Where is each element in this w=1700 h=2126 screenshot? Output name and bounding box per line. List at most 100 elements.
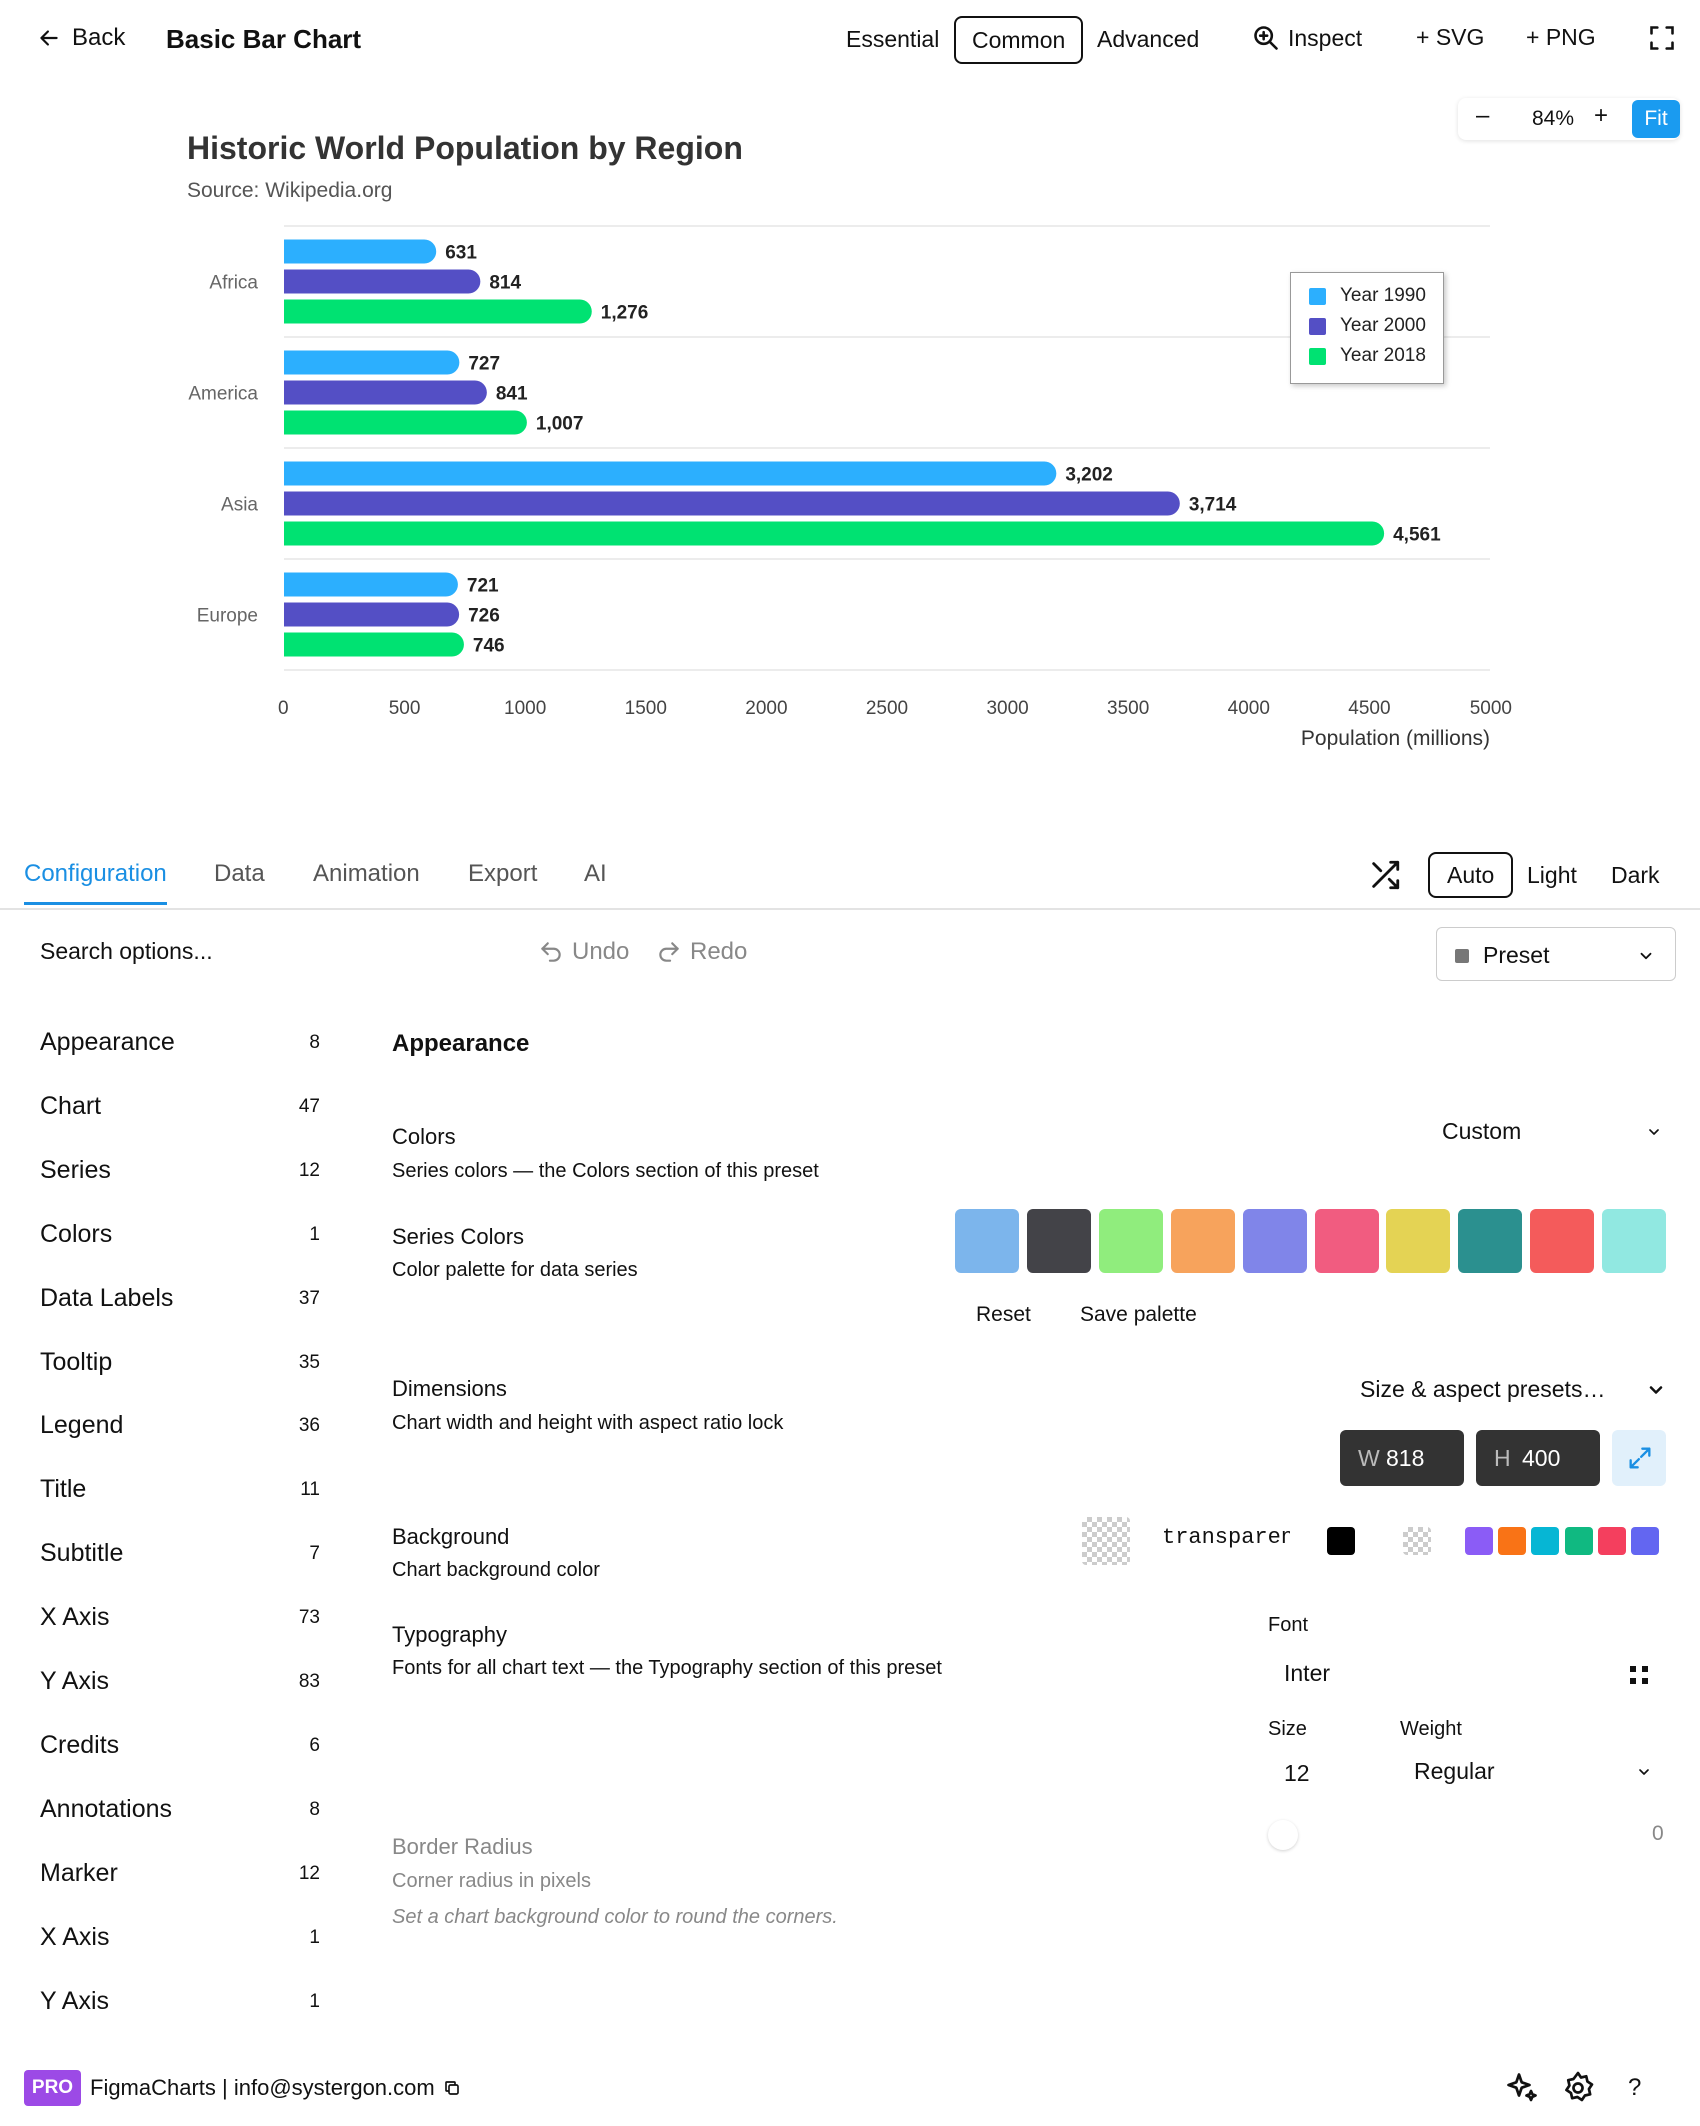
sidebar-item[interactable]: Subtitle 7 <box>40 1539 322 1579</box>
sidebar-item[interactable]: Appearance 8 <box>40 1028 322 1068</box>
sidebar-item[interactable]: Title 11 <box>40 1475 322 1515</box>
palette-swatch[interactable] <box>1026 1209 1091 1273</box>
copy-icon[interactable] <box>443 2079 461 2097</box>
sidebar-item[interactable]: Tooltip 35 <box>40 1348 322 1388</box>
font-grid-icon[interactable] <box>1630 1666 1648 1684</box>
font-size-input[interactable]: 12 <box>1284 1760 1310 1786</box>
fit-button[interactable]: Fit <box>1632 100 1680 138</box>
palette-swatch[interactable] <box>1314 1209 1379 1273</box>
tab-ai[interactable]: AI <box>584 860 607 887</box>
palette-swatch[interactable] <box>1242 1209 1307 1273</box>
palette-swatch[interactable] <box>1170 1209 1235 1273</box>
top-bar: Back Basic Bar Chart Essential Common Ad… <box>0 0 1700 78</box>
sidebar-item-count: 83 <box>298 1671 320 1692</box>
palette-swatch[interactable] <box>1386 1209 1451 1273</box>
background-quick-swatch[interactable] <box>1597 1527 1626 1555</box>
sidebar-item[interactable]: Marker 12 <box>40 1859 322 1899</box>
help-button[interactable]: ? <box>1628 2074 1642 2101</box>
sidebar-item-count: 8 <box>309 1032 320 1053</box>
tab-animation[interactable]: Animation <box>313 860 420 887</box>
background-quick-swatch[interactable] <box>1631 1527 1659 1555</box>
sidebar-item[interactable]: Y Axis 1 <box>40 1987 322 2027</box>
bar <box>284 350 460 375</box>
background-quick-swatch[interactable] <box>1564 1527 1593 1555</box>
theme-auto-button[interactable]: Auto <box>1428 852 1514 898</box>
reset-palette-button[interactable]: Reset <box>976 1303 1031 1326</box>
background-black-swatch[interactable] <box>1327 1527 1355 1555</box>
tab-data[interactable]: Data <box>214 860 265 887</box>
background-color-picker[interactable] <box>1082 1517 1130 1565</box>
bar-base <box>284 350 296 375</box>
export-svg-button[interactable]: + SVG <box>1416 24 1485 50</box>
zoom-in-button[interactable]: + <box>1594 102 1609 129</box>
background-color-input[interactable]: transparent <box>1162 1525 1290 1550</box>
font-select[interactable]: Inter <box>1284 1660 1331 1686</box>
aspect-ratio-lock-button[interactable] <box>1612 1430 1666 1486</box>
font-weight-select[interactable]: Regular <box>1414 1758 1495 1784</box>
background-quick-swatch[interactable] <box>1465 1527 1493 1555</box>
palette-swatch[interactable] <box>1458 1209 1523 1273</box>
tab-configuration[interactable]: Configuration <box>24 860 167 905</box>
bar-base <box>284 380 296 405</box>
redo-button[interactable]: Redo <box>656 938 747 966</box>
sidebar-item[interactable]: X Axis 73 <box>40 1603 322 1643</box>
background-quick-swatch[interactable] <box>1498 1527 1527 1555</box>
legend-item[interactable]: Year 2000 <box>1309 315 1426 337</box>
sidebar-item[interactable]: Colors 1 <box>40 1220 322 1260</box>
theme-dark-button[interactable]: Dark <box>1611 862 1660 888</box>
sidebar-item[interactable]: Legend 36 <box>40 1411 322 1451</box>
legend-item[interactable]: Year 1990 <box>1309 285 1426 307</box>
background-transparent-swatch[interactable] <box>1403 1527 1431 1555</box>
palette-swatch[interactable] <box>1530 1209 1595 1273</box>
x-axis-title: Population (millions) <box>1301 727 1490 750</box>
panel-tabs: Configuration Data Animation Export AI <box>0 852 1700 910</box>
zoom-out-button[interactable]: – <box>1476 102 1490 129</box>
fullscreen-button[interactable] <box>1648 24 1676 52</box>
border-radius-desc: Corner radius in pixels <box>392 1870 591 1892</box>
background-quick-swatch[interactable] <box>1531 1527 1560 1555</box>
size-presets-select[interactable]: Size & aspect presets… <box>1360 1376 1666 1403</box>
mode-advanced-button[interactable]: Advanced <box>1097 26 1200 52</box>
footer-contact[interactable]: FigmaCharts | info@systergon.com <box>90 2075 461 2101</box>
sidebar-item[interactable]: Chart 47 <box>40 1092 322 1132</box>
palette-swatch[interactable] <box>955 1209 1019 1273</box>
gear-icon[interactable] <box>1560 2070 1596 2106</box>
save-palette-button[interactable]: Save palette <box>1080 1303 1197 1326</box>
theme-light-button[interactable]: Light <box>1527 862 1577 888</box>
mode-essential-button[interactable]: Essential <box>846 26 940 52</box>
undo-button[interactable]: Undo <box>538 938 629 966</box>
height-input[interactable]: H 400 <box>1476 1430 1600 1486</box>
search-input[interactable] <box>40 938 460 965</box>
palette-swatch[interactable] <box>1098 1209 1163 1273</box>
fullscreen-icon <box>1650 26 1674 50</box>
sidebar-item-count: 8 <box>309 1798 320 1820</box>
legend-swatch <box>1309 317 1326 335</box>
border-radius-slider[interactable] <box>1268 1820 1298 1850</box>
sidebar-item[interactable]: X Axis 1 <box>40 1923 322 1963</box>
chart-title: Historic World Population by Region <box>187 130 743 166</box>
tab-export[interactable]: Export <box>468 860 538 887</box>
shuffle-icon[interactable] <box>1368 858 1402 892</box>
sidebar-item[interactable]: Y Axis 83 <box>40 1667 322 1707</box>
category-label: Africa <box>209 273 258 294</box>
series-colors-desc: Color palette for data series <box>392 1259 638 1281</box>
palette-swatch[interactable] <box>1602 1209 1667 1273</box>
chevron-down-icon <box>1649 1386 1663 1394</box>
width-input[interactable]: W 818 <box>1340 1430 1464 1486</box>
sidebar-item[interactable]: Data Labels 37 <box>40 1284 322 1324</box>
height-value: 400 <box>1522 1445 1561 1471</box>
sparkles-icon[interactable] <box>1504 2070 1540 2106</box>
sidebar-item-count: 47 <box>298 1095 320 1117</box>
colors-select[interactable]: Custom <box>1442 1118 1662 1145</box>
sidebar-item[interactable]: Series 12 <box>40 1156 322 1196</box>
sidebar-item[interactable]: Credits 6 <box>40 1731 322 1771</box>
sidebar-item[interactable]: Annotations 8 <box>40 1795 322 1835</box>
back-button[interactable]: Back <box>36 24 125 52</box>
undo-icon <box>541 942 561 962</box>
sidebar-item-label: Appearance <box>40 1028 175 1056</box>
legend-item[interactable]: Year 2018 <box>1309 345 1426 367</box>
export-png-button[interactable]: + PNG <box>1526 24 1596 50</box>
inspect-button[interactable]: Inspect <box>1252 24 1362 52</box>
preset-select[interactable]: Preset <box>1436 927 1676 981</box>
mode-common-button[interactable]: Common <box>954 16 1084 64</box>
